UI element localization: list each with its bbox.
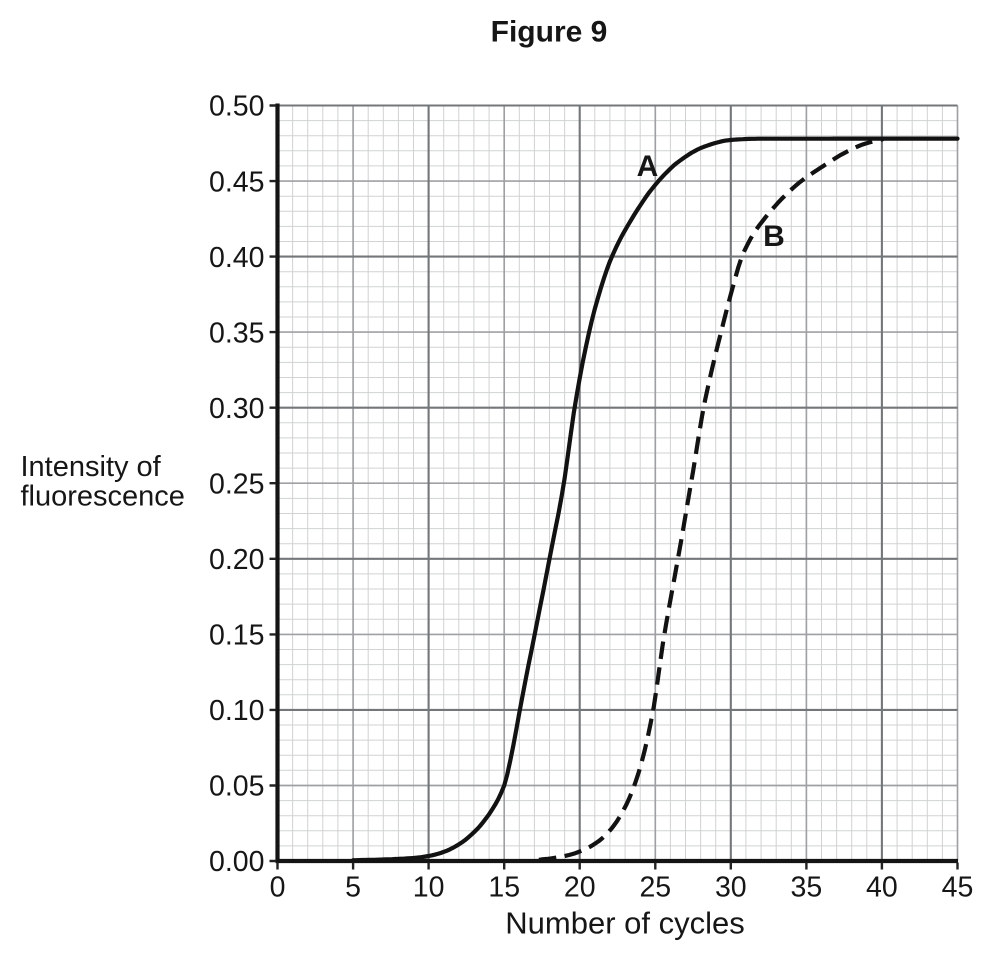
svg-text:30: 30 [715, 872, 747, 904]
svg-text:35: 35 [791, 872, 823, 904]
svg-text:0.20: 0.20 [209, 544, 264, 576]
svg-text:Figure 9: Figure 9 [491, 16, 608, 49]
svg-text:45: 45 [942, 872, 974, 904]
svg-text:40: 40 [866, 872, 898, 904]
svg-text:0: 0 [270, 872, 286, 904]
svg-text:Number of cycles: Number of cycles [505, 906, 744, 941]
svg-text:20: 20 [564, 872, 596, 904]
svg-text:0.35: 0.35 [209, 317, 264, 349]
svg-text:0.10: 0.10 [209, 695, 264, 727]
svg-text:Intensity of: Intensity of [21, 451, 162, 483]
svg-text:0.45: 0.45 [209, 166, 264, 198]
svg-text:0.05: 0.05 [209, 771, 264, 803]
svg-text:0.15: 0.15 [209, 620, 264, 652]
svg-text:0.50: 0.50 [209, 91, 264, 123]
svg-text:0.00: 0.00 [209, 846, 264, 878]
svg-text:B: B [763, 220, 785, 253]
svg-text:15: 15 [488, 872, 520, 904]
svg-text:A: A [637, 150, 659, 183]
svg-text:0.25: 0.25 [209, 468, 264, 500]
svg-text:fluorescence: fluorescence [21, 481, 185, 513]
svg-text:10: 10 [413, 872, 445, 904]
svg-text:25: 25 [639, 872, 671, 904]
svg-text:5: 5 [345, 872, 361, 904]
svg-text:0.30: 0.30 [209, 393, 264, 425]
svg-text:0.40: 0.40 [209, 242, 264, 274]
